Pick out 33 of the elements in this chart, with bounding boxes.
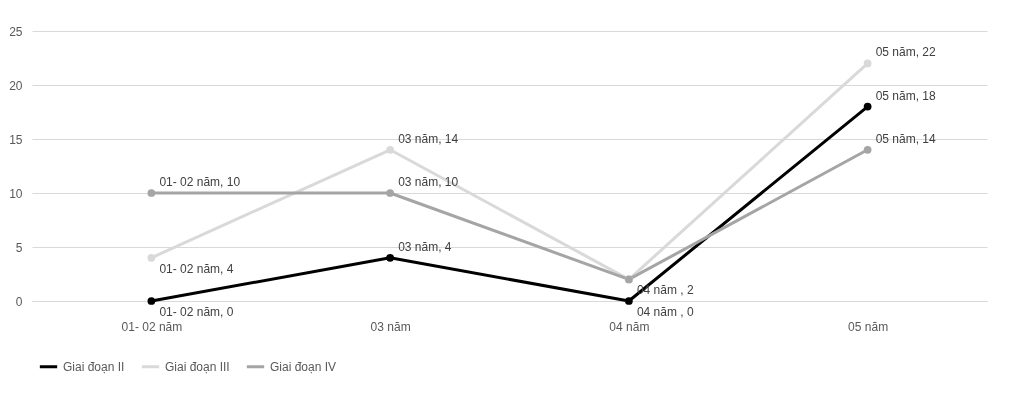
point bbox=[863, 102, 872, 111]
x-tick-label: 03 năm bbox=[370, 319, 411, 334]
point bbox=[863, 145, 872, 154]
data-label: 05 năm, 14 bbox=[875, 131, 936, 146]
data-label: 01- 02 năm, 0 bbox=[159, 305, 234, 319]
point bbox=[386, 145, 394, 154]
data-label: 01- 02 năm, 4 bbox=[159, 261, 234, 276]
data-label: 03 năm, 14 bbox=[398, 131, 459, 146]
x-tick-label: 04 năm bbox=[609, 319, 650, 334]
y-tick-label: 20 bbox=[9, 78, 23, 93]
y-tick-label: 10 bbox=[9, 186, 23, 201]
data-label: 03 năm, 4 bbox=[398, 239, 452, 254]
y-tick-label: 0 bbox=[15, 294, 23, 309]
legend-label: Giai đoạn II bbox=[63, 359, 125, 374]
y-tick-label: 25 bbox=[9, 24, 23, 39]
point bbox=[386, 253, 394, 262]
y-tick-label: 15 bbox=[9, 132, 23, 147]
x-tick-label: 05 năm bbox=[848, 319, 889, 334]
data-label: 03 năm, 10 bbox=[398, 175, 459, 189]
point bbox=[147, 189, 156, 197]
point bbox=[386, 189, 394, 197]
point bbox=[147, 253, 156, 262]
data-label: 01- 02 năm, 10 bbox=[159, 175, 241, 189]
point bbox=[147, 297, 156, 305]
point bbox=[863, 59, 872, 68]
legend-label: Giai đoạn III bbox=[165, 359, 230, 374]
y-tick-label: 5 bbox=[15, 240, 23, 255]
point bbox=[625, 297, 633, 305]
data-label: 05 năm, 22 bbox=[875, 45, 936, 60]
data-label: 04 năm , 0 bbox=[636, 305, 694, 319]
x-tick-label: 01- 02 năm bbox=[121, 319, 183, 334]
data-label: 05 năm, 18 bbox=[875, 88, 936, 103]
legend-label: Giai đoạn IV bbox=[270, 359, 337, 374]
